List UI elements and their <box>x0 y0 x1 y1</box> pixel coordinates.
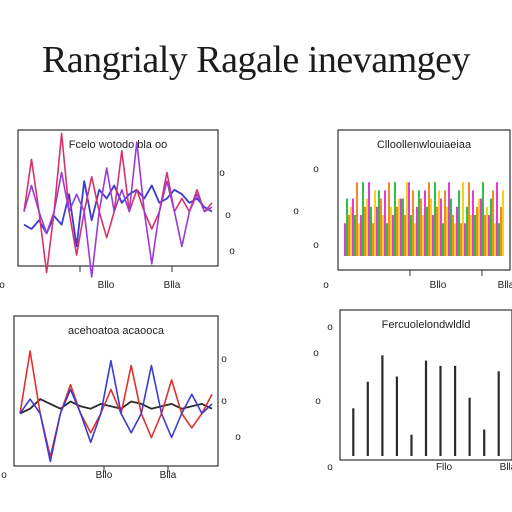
x-tick-label: Blla <box>500 462 512 473</box>
x-tick-label: Blla <box>498 280 512 291</box>
y-tick-label: o <box>315 396 321 407</box>
x-tick-label: Bllo <box>430 280 447 291</box>
chart-top-right: Clloollenwlouiaeiaa o Bllo Blla o o o <box>293 129 512 291</box>
y-tick-label: o <box>313 348 319 359</box>
x-tick-label: Bllo <box>96 470 113 481</box>
y-tick-label: o <box>327 322 333 333</box>
series-line <box>19 350 213 458</box>
x-tick-label: o <box>1 470 7 481</box>
panel-title: Fercuolelondwldld <box>382 319 471 331</box>
plot-frame <box>17 129 219 267</box>
y-tick-label: o <box>219 168 225 179</box>
panel-title: Clloollenwlouiaeiaa <box>377 139 472 151</box>
y-tick-label: o <box>221 354 227 365</box>
y-tick-label: o <box>229 246 235 257</box>
panel-title: Fcelo wotodo bla oo <box>69 139 167 151</box>
panel-top-right: Clloollenwlouiaeiaa o Bllo Blla o o o <box>260 118 512 296</box>
panel-title: acehoatoa acaooca <box>68 325 165 337</box>
y-tick-label: o <box>313 164 319 175</box>
y-tick-label: o <box>293 206 299 217</box>
plot-frame <box>337 129 511 271</box>
panel-bottom-right: Fercuolelondwldld o Fllo Blla o o o <box>260 300 512 488</box>
x-tick-label: o <box>0 280 5 291</box>
series-line <box>23 132 213 274</box>
plot-frame <box>339 309 512 461</box>
x-tick-label: Blla <box>160 470 177 481</box>
y-tick-label: o <box>221 396 227 407</box>
x-tick-label: Bllo <box>98 280 115 291</box>
x-tick-label: o <box>323 280 329 291</box>
chart-bottom-left: acehoatoa acaooca o Bllo Blla o o o <box>1 315 241 481</box>
chart-top-left: Fcelo wotodo bla oo o Bllo Blla o o o <box>0 129 235 291</box>
y-tick-label: o <box>313 240 319 251</box>
panel-bottom-left: acehoatoa acaooca o Bllo Blla o o o <box>0 308 250 488</box>
series-line <box>23 141 213 278</box>
y-tick-label: o <box>225 210 231 221</box>
figure-title: Rangrialy Ragale inevamgey <box>41 39 471 81</box>
chart-bottom-right: Fercuolelondwldld o Fllo Blla o o o <box>313 309 512 473</box>
series-line <box>19 359 213 463</box>
plot-frame <box>13 315 219 467</box>
panel-top-left: Fcelo wotodo bla oo o Bllo Blla o o o <box>0 118 250 296</box>
series-line <box>23 180 213 248</box>
x-tick-label: Fllo <box>436 462 453 473</box>
y-tick-label: o <box>235 432 241 443</box>
x-tick-label: o <box>327 462 333 473</box>
x-tick-label: Blla <box>164 280 181 291</box>
